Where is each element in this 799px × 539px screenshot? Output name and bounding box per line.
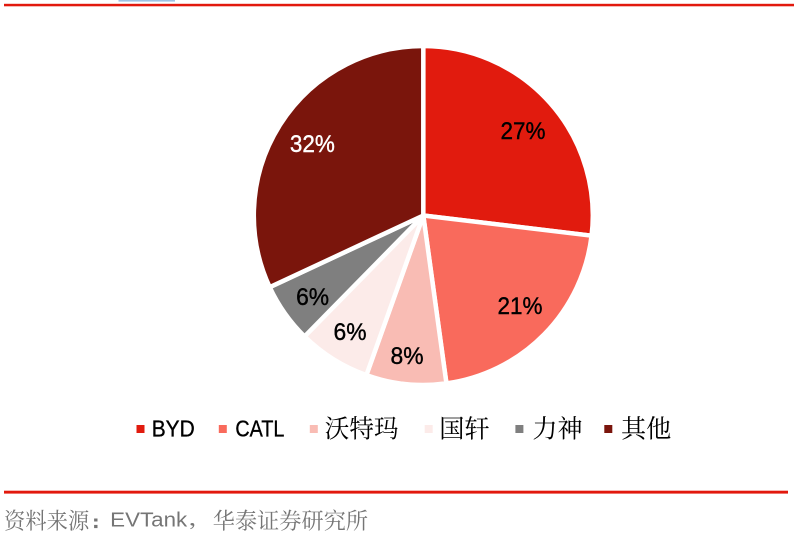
svg-text:8%: 8% [391, 343, 424, 370]
svg-text:27%: 27% [501, 118, 546, 145]
svg-text:BYD: BYD [152, 416, 195, 442]
svg-text:6%: 6% [334, 319, 367, 346]
svg-text:EVTank: EVTank [110, 509, 188, 531]
svg-text:6%: 6% [296, 284, 329, 311]
svg-text:32%: 32% [290, 131, 335, 158]
svg-text:CATL: CATL [235, 416, 284, 442]
svg-text:21%: 21% [498, 293, 543, 320]
